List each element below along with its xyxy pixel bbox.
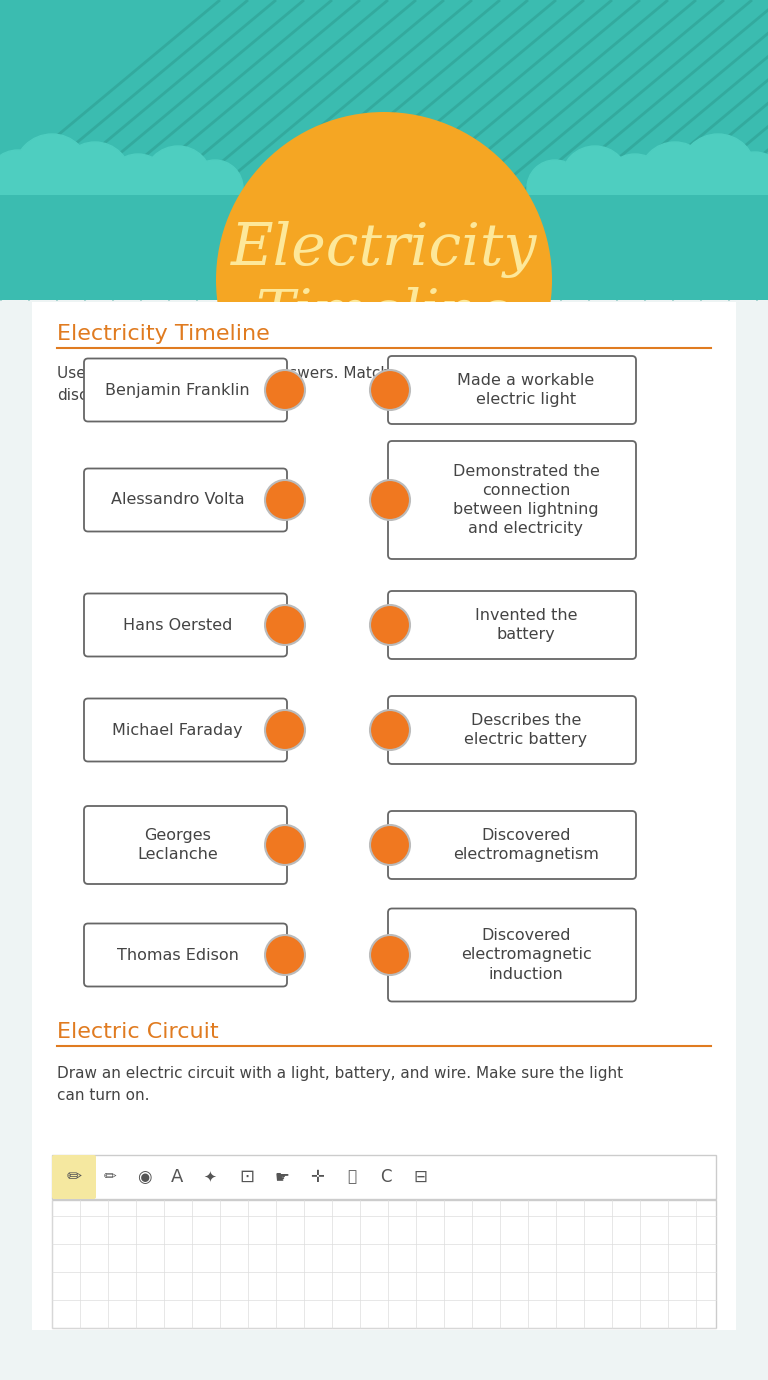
Circle shape	[265, 936, 305, 976]
Circle shape	[265, 709, 305, 749]
Circle shape	[216, 112, 552, 448]
Text: Electricity: Electricity	[231, 222, 537, 279]
FancyBboxPatch shape	[0, 0, 768, 299]
FancyBboxPatch shape	[52, 1201, 716, 1328]
Text: Use the internet to find the answers. Match the person to their invention or
dis: Use the internet to find the answers. Ma…	[57, 366, 635, 403]
FancyBboxPatch shape	[388, 591, 636, 660]
Text: ☛: ☛	[275, 1167, 290, 1185]
Circle shape	[370, 825, 410, 865]
Circle shape	[370, 709, 410, 749]
Circle shape	[265, 480, 305, 520]
Circle shape	[265, 604, 305, 644]
Circle shape	[639, 142, 711, 214]
Text: ✛: ✛	[310, 1167, 324, 1185]
Circle shape	[265, 825, 305, 865]
Text: Made a workable
electric light: Made a workable electric light	[458, 373, 594, 407]
FancyBboxPatch shape	[388, 908, 636, 1002]
Circle shape	[370, 604, 410, 644]
Text: Alessandro Volta: Alessandro Volta	[111, 493, 244, 508]
Text: Timeline: Timeline	[256, 287, 512, 344]
Text: Electricity Timeline: Electricity Timeline	[57, 324, 270, 344]
Circle shape	[144, 146, 212, 214]
Circle shape	[370, 480, 410, 520]
FancyBboxPatch shape	[84, 698, 287, 762]
FancyBboxPatch shape	[388, 356, 636, 424]
Circle shape	[561, 146, 629, 214]
Circle shape	[187, 160, 243, 217]
Circle shape	[527, 160, 583, 217]
Text: ✦: ✦	[204, 1169, 217, 1184]
Text: ✏: ✏	[67, 1167, 81, 1185]
Text: A: A	[170, 1167, 184, 1185]
Circle shape	[680, 134, 756, 210]
Circle shape	[265, 370, 305, 410]
Text: ✏: ✏	[104, 1169, 117, 1184]
Circle shape	[603, 155, 667, 218]
FancyBboxPatch shape	[52, 1155, 96, 1199]
Text: ⤢: ⤢	[347, 1169, 356, 1184]
Circle shape	[14, 134, 90, 210]
Text: C: C	[380, 1167, 392, 1185]
FancyBboxPatch shape	[84, 468, 287, 531]
FancyBboxPatch shape	[52, 1155, 716, 1199]
Circle shape	[725, 152, 768, 213]
FancyBboxPatch shape	[388, 811, 636, 879]
FancyBboxPatch shape	[388, 442, 636, 559]
Text: Discovered
electromagnetism: Discovered electromagnetism	[453, 828, 599, 862]
Circle shape	[370, 936, 410, 976]
Text: Demonstrated the
connection
between lightning
and electricity: Demonstrated the connection between ligh…	[452, 464, 600, 537]
Text: Discovered
electromagnetic
induction: Discovered electromagnetic induction	[461, 929, 591, 981]
Circle shape	[106, 155, 170, 218]
FancyBboxPatch shape	[388, 696, 636, 765]
Text: Describes the
electric battery: Describes the electric battery	[465, 713, 588, 747]
Text: Invented the
battery: Invented the battery	[475, 609, 578, 642]
Text: Electric Circuit: Electric Circuit	[57, 1023, 219, 1042]
FancyBboxPatch shape	[84, 806, 287, 885]
Text: Hans Oersted: Hans Oersted	[123, 617, 232, 632]
Text: ◉: ◉	[137, 1167, 151, 1185]
FancyBboxPatch shape	[32, 302, 736, 1330]
Text: ⊡: ⊡	[240, 1167, 254, 1185]
FancyBboxPatch shape	[84, 923, 287, 987]
Text: Draw an electric circuit with a light, battery, and wire. Make sure the light
ca: Draw an electric circuit with a light, b…	[57, 1065, 623, 1103]
FancyBboxPatch shape	[0, 195, 768, 299]
Text: ⊟: ⊟	[413, 1167, 427, 1185]
Text: Michael Faraday: Michael Faraday	[112, 723, 243, 737]
FancyBboxPatch shape	[84, 593, 287, 657]
FancyBboxPatch shape	[84, 359, 287, 421]
Text: Thomas Edison: Thomas Edison	[117, 948, 238, 962]
Text: Benjamin Franklin: Benjamin Franklin	[105, 382, 250, 397]
Circle shape	[370, 370, 410, 410]
Circle shape	[59, 142, 131, 214]
Circle shape	[0, 150, 50, 214]
Text: Georges
Leclanche: Georges Leclanche	[137, 828, 218, 862]
